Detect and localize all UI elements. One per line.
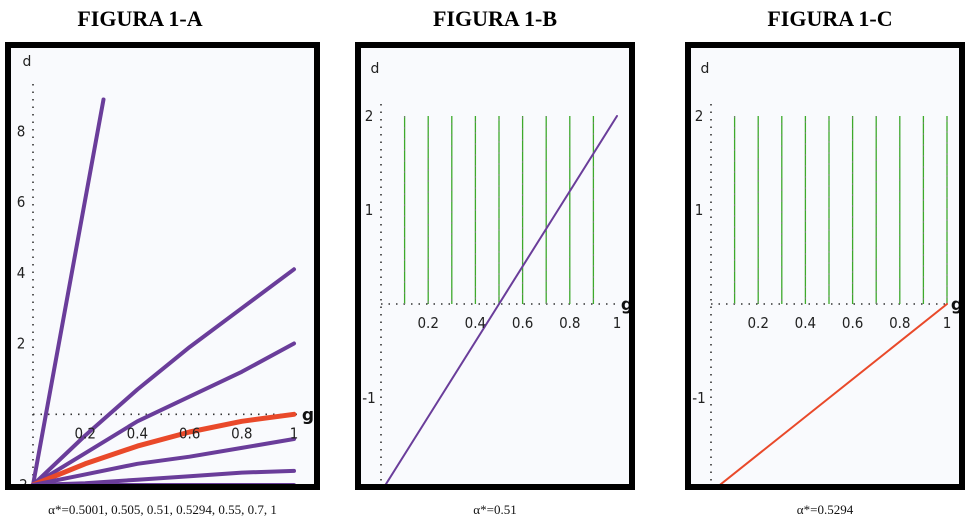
x-tick-label: 0.6 [179, 424, 200, 442]
series-line-4 [31, 437, 296, 484]
caption-c: α*=0.5294 [796, 502, 854, 517]
y-tick-label: 2 [695, 107, 704, 125]
x-tick-label: 0.8 [889, 314, 910, 332]
figure-title-a: FIGURA 1-A [77, 6, 203, 31]
x-tick-label: 0.2 [74, 424, 95, 442]
x-axis-label: g [302, 405, 314, 425]
figure-title-c: FIGURA 1-C [767, 6, 893, 31]
x-axis-label: g [621, 295, 629, 315]
series-line-0 [31, 97, 106, 484]
x-axis-label: g [951, 295, 959, 315]
y-tick-label: 2 [365, 107, 374, 125]
y-tick-label: 1 [695, 201, 704, 219]
y-axis-label: d [701, 61, 710, 77]
series-line-0 [384, 115, 618, 484]
x-tick-label: 0.4 [127, 424, 148, 442]
y-tick-label: -2 [692, 483, 705, 484]
x-tick-label: 1 [290, 424, 299, 442]
x-tick-label: 0.4 [465, 314, 486, 332]
series-line-3 [30, 411, 297, 484]
x-tick-label: 1 [943, 314, 952, 332]
y-axis-label: d [371, 61, 380, 77]
x-tick-label: 0.2 [417, 314, 438, 332]
y-tick-label: 6 [17, 193, 26, 211]
chart-c: 0.2 0.4 0.6 0.8 1 -2 -1 1 2 d g [692, 61, 959, 484]
y-tick-label: -2 [362, 483, 375, 484]
x-tick-label: 0.6 [842, 314, 863, 332]
x-tick-label: 0.2 [747, 314, 768, 332]
y-tick-label: 4 [17, 264, 26, 282]
x-tick-label: 0.8 [231, 424, 252, 442]
y-tick-label: 1 [365, 201, 374, 219]
caption-b: α*=0.51 [473, 502, 517, 517]
series-line-2 [31, 341, 296, 484]
x-tick-label: 0.6 [512, 314, 533, 332]
x-tick-label: 0.4 [795, 314, 816, 332]
series-line-0 [719, 303, 948, 484]
y-tick-label: -1 [692, 389, 705, 407]
y-tick-label: 2 [17, 335, 26, 353]
figure-title-b: FIGURA 1-B [432, 6, 558, 31]
x-tick-label: 0.8 [559, 314, 580, 332]
chart-frame-b: 0.2 0.4 0.6 0.8 1 -2 -1 1 2 d g [355, 42, 635, 490]
chart-b: 0.2 0.4 0.6 0.8 1 -2 -1 1 2 d g [362, 61, 629, 484]
y-axis-label: d [23, 54, 32, 70]
caption-a: α*=0.5001, 0.505, 0.51, 0.5294, 0.55, 0.… [48, 502, 277, 517]
x-tick-label: 1 [613, 314, 622, 332]
chart-frame-c: 0.2 0.4 0.6 0.8 1 -2 -1 1 2 d g [685, 42, 965, 490]
series-line-1 [31, 267, 296, 484]
chart-frame-a: 0.2 0.4 0.6 0.8 1 -2 2 4 6 8 d g [5, 42, 320, 490]
y-tick-label: 8 [17, 122, 26, 140]
chart-a: 0.2 0.4 0.6 0.8 1 -2 2 4 6 8 d g [14, 54, 314, 484]
y-tick-label: -1 [362, 389, 375, 407]
y-tick-label: -2 [14, 476, 27, 484]
